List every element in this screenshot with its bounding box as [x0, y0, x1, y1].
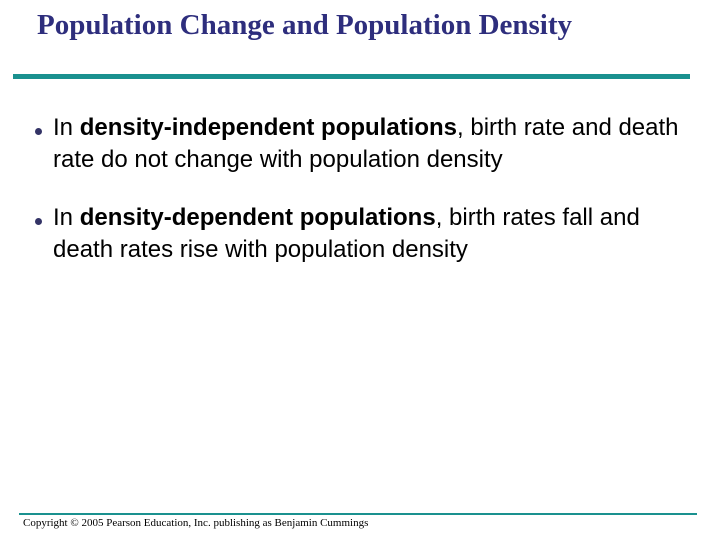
- bullet-text-pre: In: [53, 204, 80, 231]
- footer-rule: [19, 513, 697, 515]
- bullet-text-post: , birth rate and death rate do not chang…: [53, 114, 679, 173]
- bullet-item: In density-dependent populations, birth …: [33, 202, 696, 266]
- bullet-text-bold: density-independent populations: [79, 114, 458, 141]
- bullet-text: In density-independent populations, birt…: [53, 112, 696, 176]
- bullet-list: In density-independent populations, birt…: [33, 112, 696, 266]
- bullet-dot-icon: [35, 218, 42, 225]
- bullet-text-post: , birth rates fall and death rates rise …: [53, 204, 640, 263]
- bullet-text-bold: density-dependent populations: [79, 204, 436, 231]
- bullet-item: In density-independent populations, birt…: [33, 112, 696, 176]
- bullet-text: In density-dependent populations, birth …: [53, 202, 696, 266]
- bullet-dot-icon: [35, 128, 42, 135]
- slide-title: Population Change and Population Density: [37, 9, 573, 41]
- copyright-text: Copyright © 2005 Pearson Education, Inc.…: [23, 517, 369, 529]
- title-underline-rule: [13, 74, 690, 79]
- bullet-text-pre: In: [53, 114, 80, 141]
